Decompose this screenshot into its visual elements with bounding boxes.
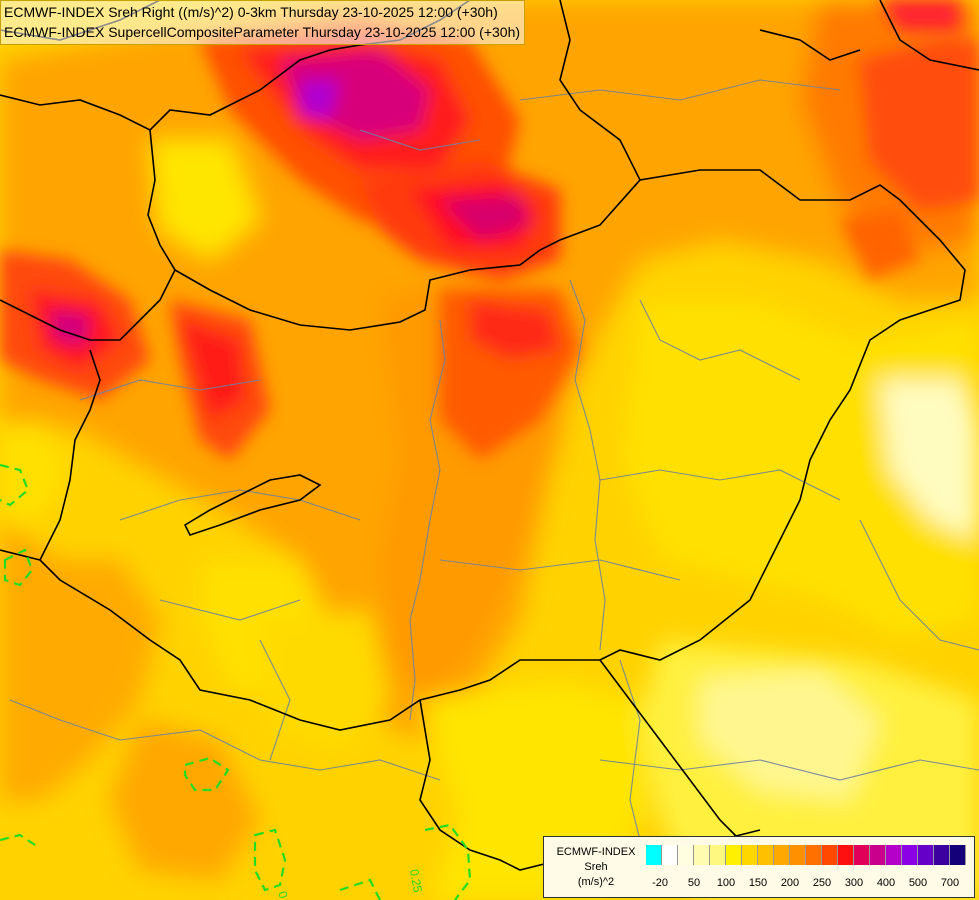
legend-swatch: [678, 845, 694, 865]
legend-swatch: [790, 845, 806, 865]
legend-swatch: [774, 845, 790, 865]
legend-tick-label: -20: [652, 877, 668, 889]
color-legend: ECMWF-INDEX Sreh (m/s)^2 -20 50 100 150 200 2…: [543, 836, 975, 898]
legend-swatch: [694, 845, 710, 865]
legend-tick-label: 150: [748, 877, 768, 889]
legend-swatch: [646, 845, 662, 865]
title-line-scp: ECMWF-INDEX SupercellCompositeParameter …: [4, 24, 521, 40]
legend-swatch: [742, 845, 758, 865]
legend-swatch: [726, 845, 742, 865]
legend-unit: (m/s)^2: [577, 876, 615, 888]
legend-swatches: [646, 845, 968, 865]
legend-tick-label: 700: [940, 877, 960, 889]
legend-tick-label: 400: [876, 877, 896, 889]
scp-contour-label-right: 0.25: [407, 868, 425, 894]
legend-swatch: [918, 845, 934, 865]
legend-swatch: [806, 845, 822, 865]
legend-tick-label: 50: [687, 877, 701, 889]
scp-contour-label-left: 0.25: [275, 889, 296, 900]
legend-swatch: [886, 845, 902, 865]
legend-tick-label: 300: [844, 877, 864, 889]
legend-source: ECMWF-INDEX: [556, 846, 636, 858]
legend-swatch: [838, 845, 854, 865]
legend-swatch: [902, 845, 918, 865]
legend-tick-label: 250: [812, 877, 832, 889]
legend-ticks: -20 50 100 150 200 250 300 400 500 700: [646, 875, 972, 891]
legend-swatch: [950, 845, 966, 865]
title-line-sreh: ECMWF-INDEX Sreh Right ((m/s)^2) 0-3km T…: [4, 4, 498, 20]
legend-tick-label: 100: [716, 877, 736, 889]
legend-swatch: [934, 845, 950, 865]
legend-swatch: [662, 845, 678, 865]
scp-contours: [0, 463, 472, 900]
legend-swatch: [854, 845, 870, 865]
legend-swatch: [870, 845, 886, 865]
map-title: ECMWF-INDEX Sreh Right ((m/s)^2) 0-3km T…: [0, 0, 526, 45]
legend-title: ECMWF-INDEX Sreh (m/s)^2: [548, 845, 644, 890]
rivers: [9, 79, 979, 881]
legend-swatch: [710, 845, 726, 865]
legend-tick-label: 500: [908, 877, 928, 889]
legend-swatch: [822, 845, 838, 865]
legend-swatch: [758, 845, 774, 865]
legend-variable: Sreh: [584, 861, 608, 873]
legend-tick-label: 200: [780, 877, 800, 889]
